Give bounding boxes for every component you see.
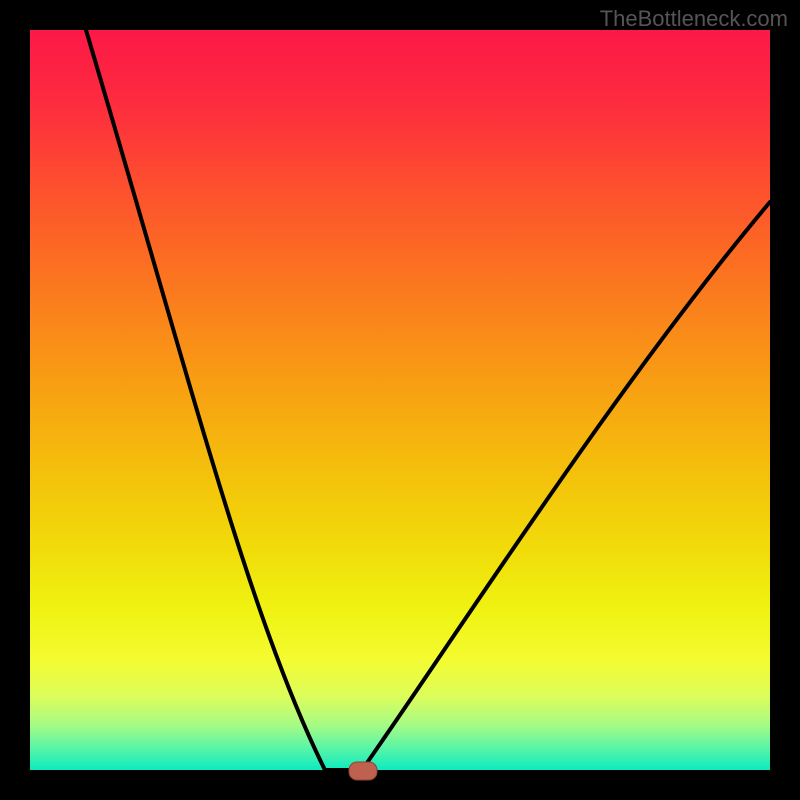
bottleneck-chart bbox=[0, 0, 800, 800]
chart-background bbox=[30, 30, 770, 770]
chart-container: TheBottleneck.com bbox=[0, 0, 800, 800]
optimum-marker bbox=[349, 762, 377, 780]
watermark-text: TheBottleneck.com bbox=[600, 6, 788, 32]
